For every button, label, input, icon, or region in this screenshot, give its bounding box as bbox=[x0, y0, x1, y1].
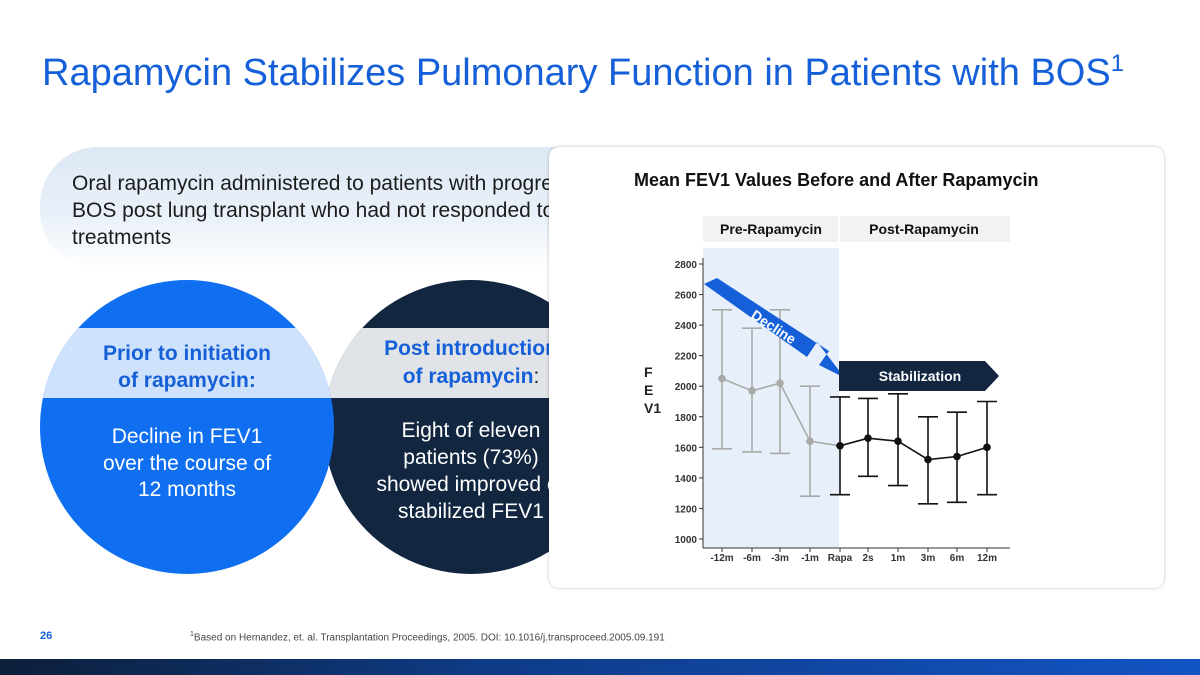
right-body-line: patients (73%) bbox=[403, 446, 538, 469]
right-body-line: Eight of eleven bbox=[402, 419, 541, 442]
right-body-line: stabilized FEV1 bbox=[398, 500, 544, 523]
right-heading-line2: of rapamycin: bbox=[403, 365, 540, 388]
left-circle bbox=[40, 280, 334, 574]
chart-card bbox=[549, 147, 1164, 588]
page-title: Rapamycin Stabilizes Pulmonary Function … bbox=[42, 50, 1125, 95]
right-body-line: showed improved or bbox=[376, 473, 565, 496]
footnote: 1Based on Hernandez, et. al. Transplanta… bbox=[190, 631, 665, 644]
intro-callout bbox=[40, 147, 615, 269]
left-body-line: over the course of bbox=[103, 452, 271, 475]
left-heading-line1: Prior to initiation bbox=[103, 342, 271, 365]
chart-title: Mean FEV1 Values Before and After Rapamy… bbox=[634, 170, 1039, 190]
page-number: 26 bbox=[40, 630, 53, 642]
bottom-accent-bar bbox=[0, 659, 1200, 675]
left-body-line: Decline in FEV1 bbox=[112, 425, 263, 448]
left-body-line: 12 months bbox=[138, 478, 236, 501]
left-heading-line2: of rapamycin: bbox=[118, 369, 256, 392]
intro-text: Oral rapamycin administered to patients … bbox=[72, 172, 608, 249]
right-heading-line1: Post introduction bbox=[384, 337, 558, 360]
comparison-circles: Prior to initiation of rapamycin: Declin… bbox=[40, 280, 618, 574]
